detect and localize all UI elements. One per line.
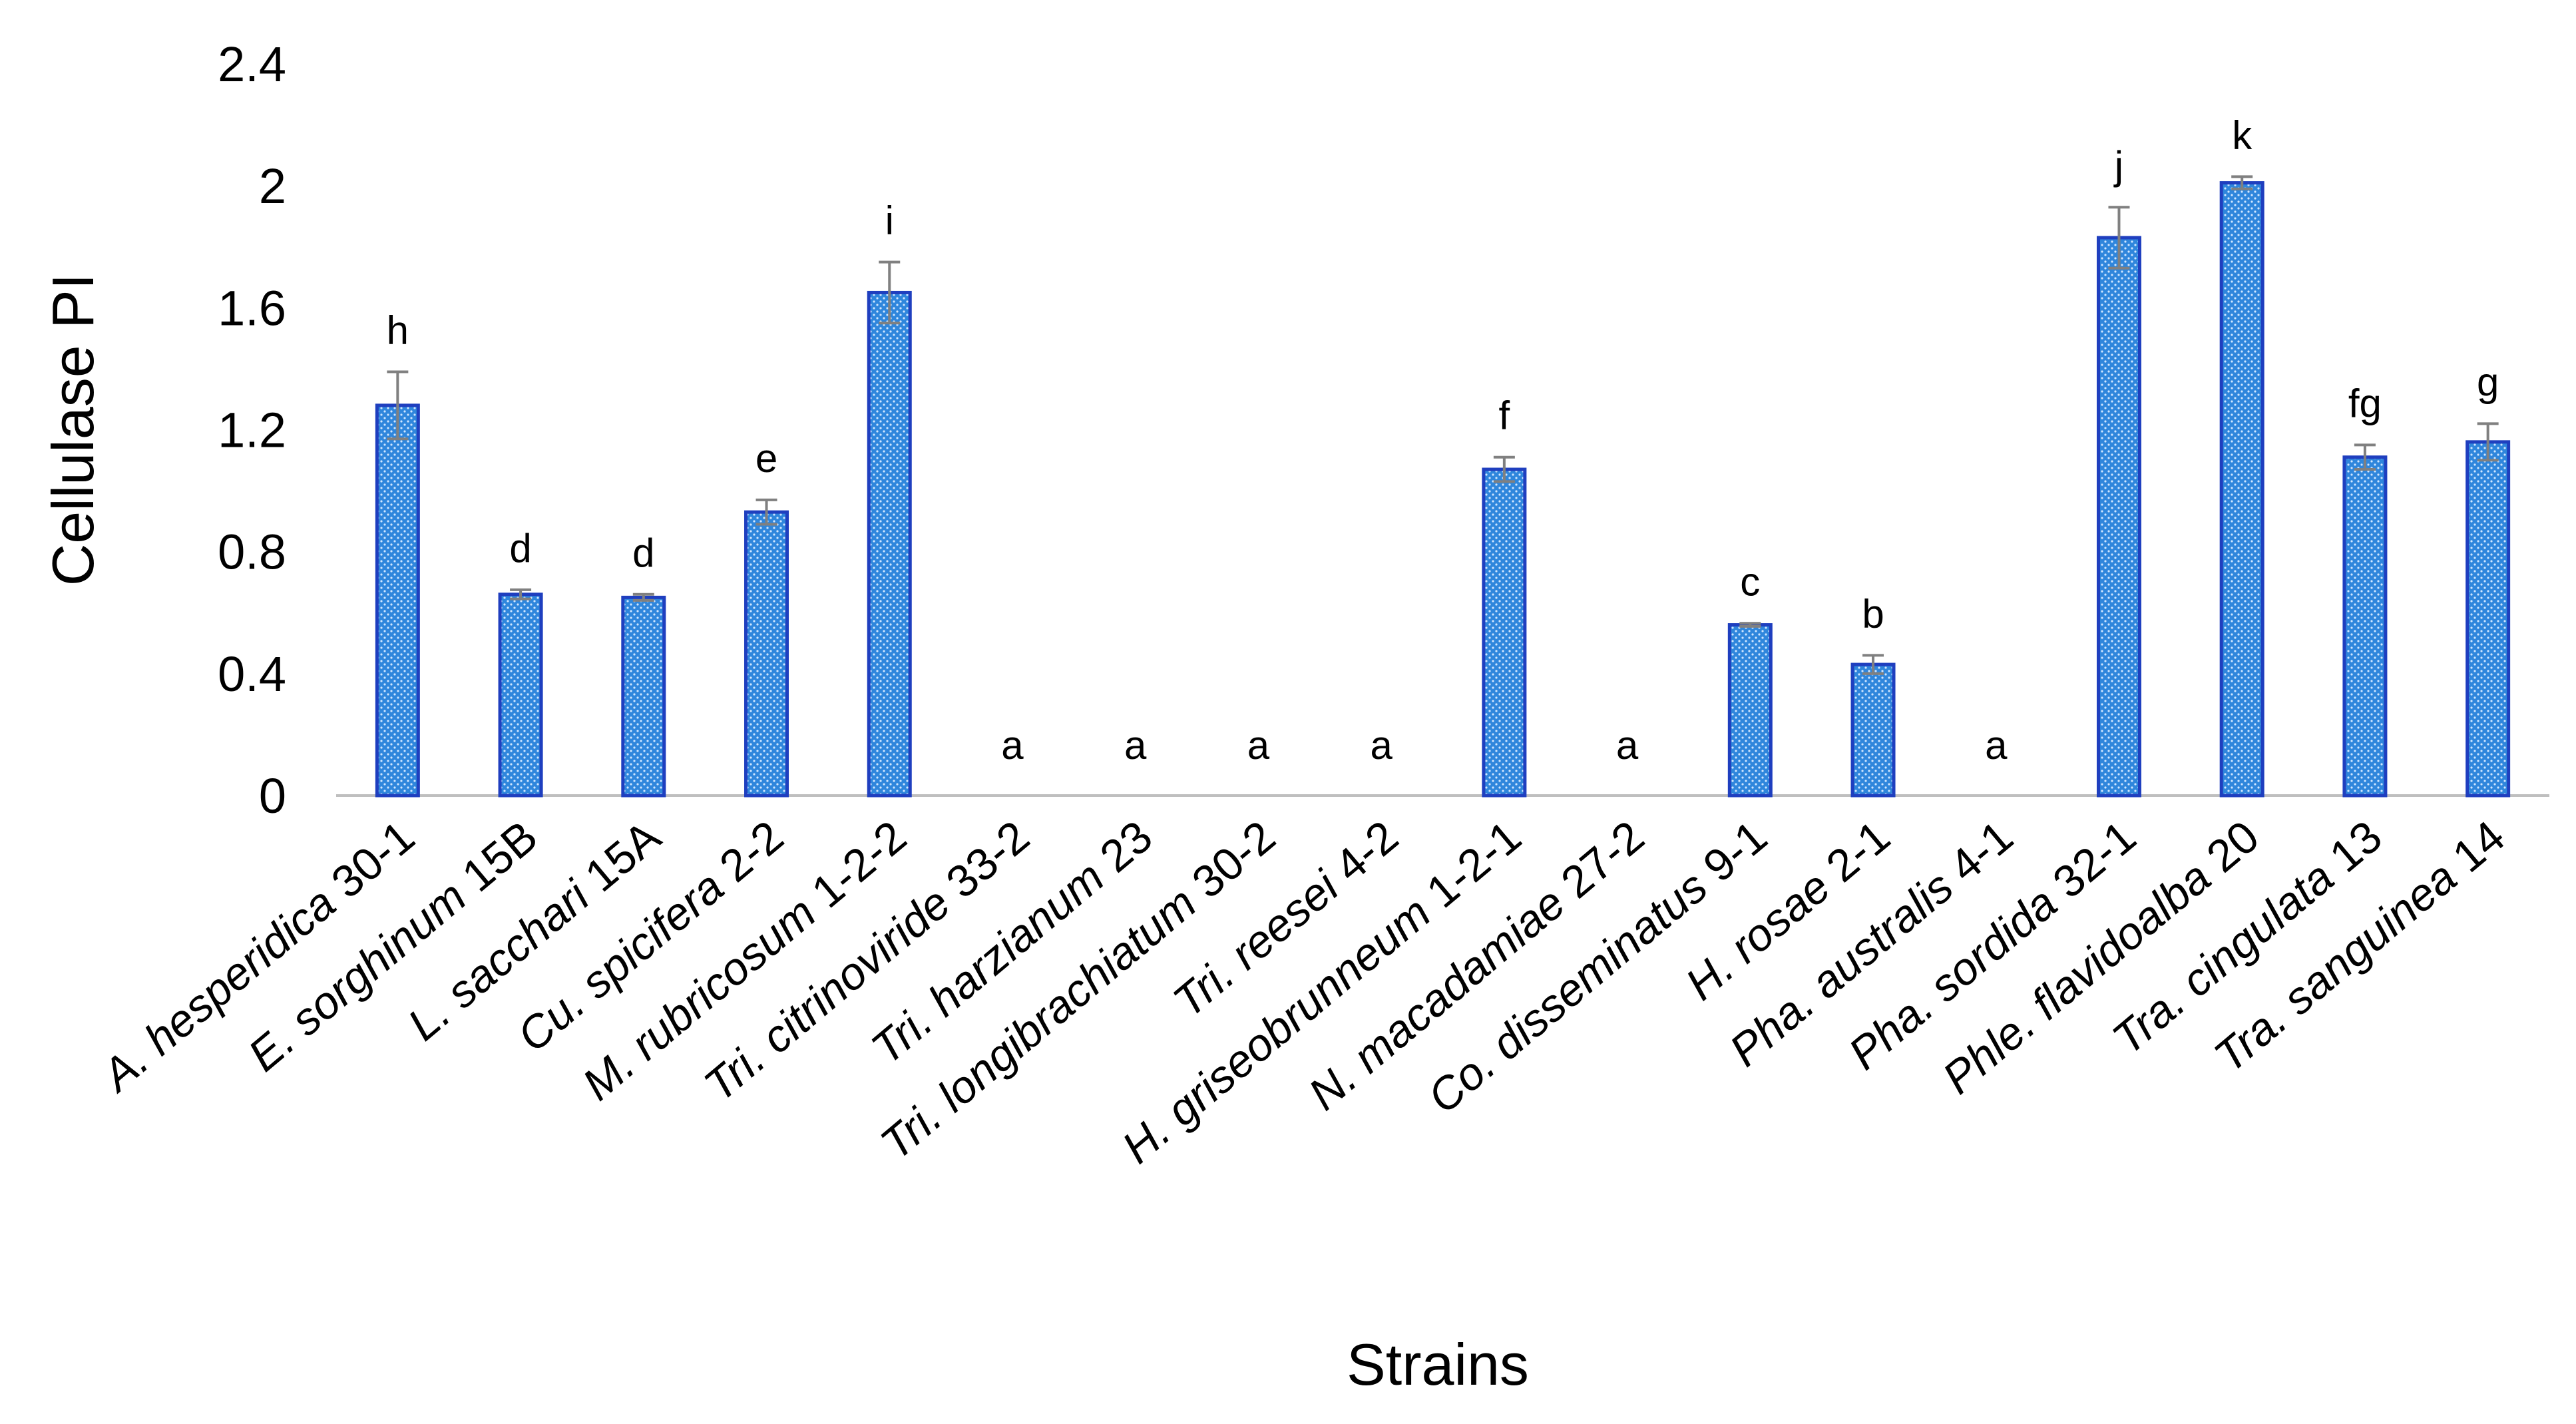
significance-label: fg (2348, 381, 2382, 425)
error-bar (879, 260, 901, 325)
bar (1850, 662, 1896, 798)
y-tick-label: 0 (259, 768, 286, 824)
y-tick-label: 2.4 (218, 37, 286, 92)
significance-label: f (1499, 393, 1510, 438)
error-bar (2231, 175, 2253, 190)
significance-label: a (1985, 723, 2008, 768)
error-bar (510, 588, 532, 600)
bar (1482, 467, 1527, 798)
significance-label: j (2113, 143, 2123, 188)
y-tick-label: 1.2 (218, 403, 286, 458)
bar (867, 290, 912, 798)
significance-label: a (1370, 723, 1393, 768)
bar (621, 595, 666, 798)
significance-label: h (387, 308, 409, 352)
error-bar (1493, 455, 1515, 483)
bar (744, 510, 789, 798)
bar (2096, 236, 2141, 798)
bar (2219, 181, 2264, 798)
y-tick-label: 0.4 (218, 646, 286, 702)
y-tick-label: 1.6 (218, 280, 286, 336)
bar (1727, 623, 1773, 798)
significance-label: e (755, 436, 777, 481)
y-tick-label: 2 (259, 158, 286, 214)
error-bar (632, 593, 654, 602)
error-bar (387, 370, 409, 441)
significance-label: a (1124, 723, 1147, 768)
bar (498, 593, 543, 798)
error-bar (1739, 622, 1761, 628)
bar (2342, 455, 2388, 798)
error-bar (2354, 443, 2376, 471)
error-bar (755, 498, 777, 526)
significance-label: c (1740, 559, 1760, 604)
significance-labels-group: h d d e i a a a a f a c b a j k fg g (387, 113, 2499, 768)
error-bar (2108, 206, 2130, 270)
error-bar (1862, 654, 1884, 675)
significance-label: d (632, 531, 654, 575)
error-bars-group (387, 175, 2499, 675)
significance-label: k (2232, 113, 2253, 157)
significance-label: a (1001, 723, 1024, 768)
significance-label: a (1616, 723, 1639, 768)
bar (2466, 440, 2511, 798)
bar (375, 403, 420, 798)
error-bar (2477, 422, 2499, 462)
significance-label: d (509, 526, 531, 571)
significance-label: b (1862, 591, 1884, 636)
y-axis-ticks: 0 0.4 0.8 1.2 1.6 2 2.4 (218, 37, 286, 824)
y-tick-label: 0.8 (218, 525, 286, 580)
bars-group (375, 181, 2511, 798)
y-axis-title: Cellulase PI (40, 274, 106, 587)
significance-label: a (1247, 723, 1270, 768)
x-axis-title: Strains (1347, 1331, 1529, 1397)
significance-label: i (885, 198, 894, 243)
significance-label: g (2477, 359, 2499, 404)
